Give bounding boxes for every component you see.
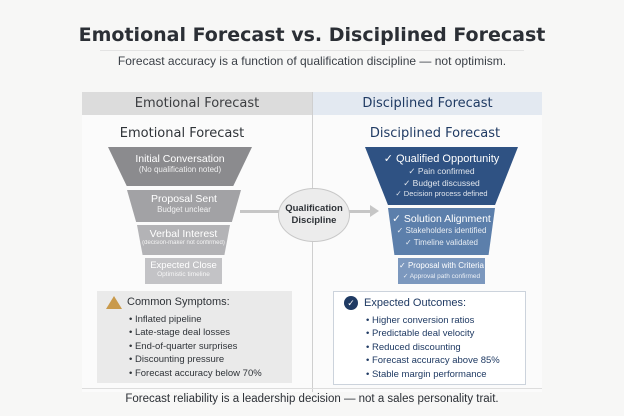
list-item: Reduced discounting: [366, 341, 525, 355]
box-title: Common Symptoms:: [127, 296, 230, 308]
list-item: Inflated pipeline: [129, 313, 292, 327]
outcomes-box: ✓ Expected Outcomes: Higher conversion r…: [333, 291, 526, 385]
list-item: Forecast accuracy below 70%: [129, 367, 292, 381]
qualification-discipline-node: Qualification Discipline: [278, 188, 350, 242]
warning-icon: [106, 296, 122, 309]
stage-note: ✓ Approval path confirmed: [402, 273, 481, 280]
stage-label: Verbal Interest: [149, 228, 218, 240]
list-item: Higher conversion ratios: [366, 314, 525, 328]
arrow-line: [240, 210, 280, 213]
stage-label: Initial Conversation: [135, 153, 225, 165]
funnel-stage: Verbal Interest (decision-maker not confi…: [137, 225, 230, 255]
page-title: Emotional Forecast vs. Disciplined Forec…: [78, 24, 546, 46]
stage-note: ✓ Timeline validated: [405, 238, 478, 247]
stage-note: Budget unclear: [157, 205, 211, 214]
funnel-stage: ✓ Solution Alignment ✓ Stakeholders iden…: [388, 208, 495, 255]
node-label: Discipline: [291, 215, 337, 226]
divider: [100, 50, 524, 51]
funnel-stage: ✓ Qualified Opportunity ✓ Pain confirmed…: [365, 147, 518, 205]
stage-note: ✓ Stakeholders identified: [396, 226, 487, 235]
divider: [82, 388, 542, 389]
column-divider: [312, 92, 313, 392]
list-item: Predictable deal velocity: [366, 327, 525, 341]
funnel-stage: Initial Conversation (No qualification no…: [108, 147, 252, 186]
stage-label: ✓ Proposal with Criteria: [399, 261, 484, 270]
stage-label: Proposal Sent: [151, 193, 217, 205]
arrow-line: [348, 210, 372, 213]
right-header: Disciplined Forecast: [313, 92, 542, 115]
box-title: Expected Outcomes:: [364, 297, 467, 309]
node-label: Qualification: [285, 203, 343, 214]
funnel-stage: Proposal Sent Budget unclear: [127, 190, 241, 222]
stage-note: Optimistic timeline: [157, 271, 210, 278]
stage-note: (decision-maker not confirmed): [142, 240, 225, 246]
stage-label: ✓ Qualified Opportunity: [383, 153, 500, 165]
left-header: Emotional Forecast: [82, 92, 312, 115]
arrow-right-icon: [370, 205, 379, 217]
stage-note: ✓ Budget discussed: [403, 178, 480, 188]
funnel-stage: ✓ Proposal with Criteria ✓ Approval path…: [398, 258, 485, 284]
footer-statement: Forecast reliability is a leadership dec…: [125, 393, 499, 405]
check-circle-icon: ✓: [344, 296, 358, 310]
subtitle: Forecast accuracy is a function of quali…: [117, 54, 507, 68]
funnel-stage: Expected Close Optimistic timeline: [145, 258, 222, 284]
stage-label: ✓ Solution Alignment: [392, 213, 491, 225]
list-item: Stable margin performance: [366, 368, 525, 382]
symptoms-box: Common Symptoms: Inflated pipelineLate-s…: [97, 291, 292, 383]
list-item: Late-stage deal losses: [129, 326, 292, 340]
left-heading: Emotional Forecast: [119, 126, 245, 141]
stage-note: ✓ Decision process defined: [395, 189, 488, 198]
list-item: Forecast accuracy above 85%: [366, 354, 525, 368]
list-item: End-of-quarter surprises: [129, 340, 292, 354]
stage-note: ✓ Pain confirmed: [408, 166, 475, 176]
right-heading: Disciplined Forecast: [369, 126, 501, 141]
stage-note: (No qualification noted): [138, 165, 222, 174]
list-item: Discounting pressure: [129, 353, 292, 367]
stage-label: Expected Close: [150, 260, 217, 271]
